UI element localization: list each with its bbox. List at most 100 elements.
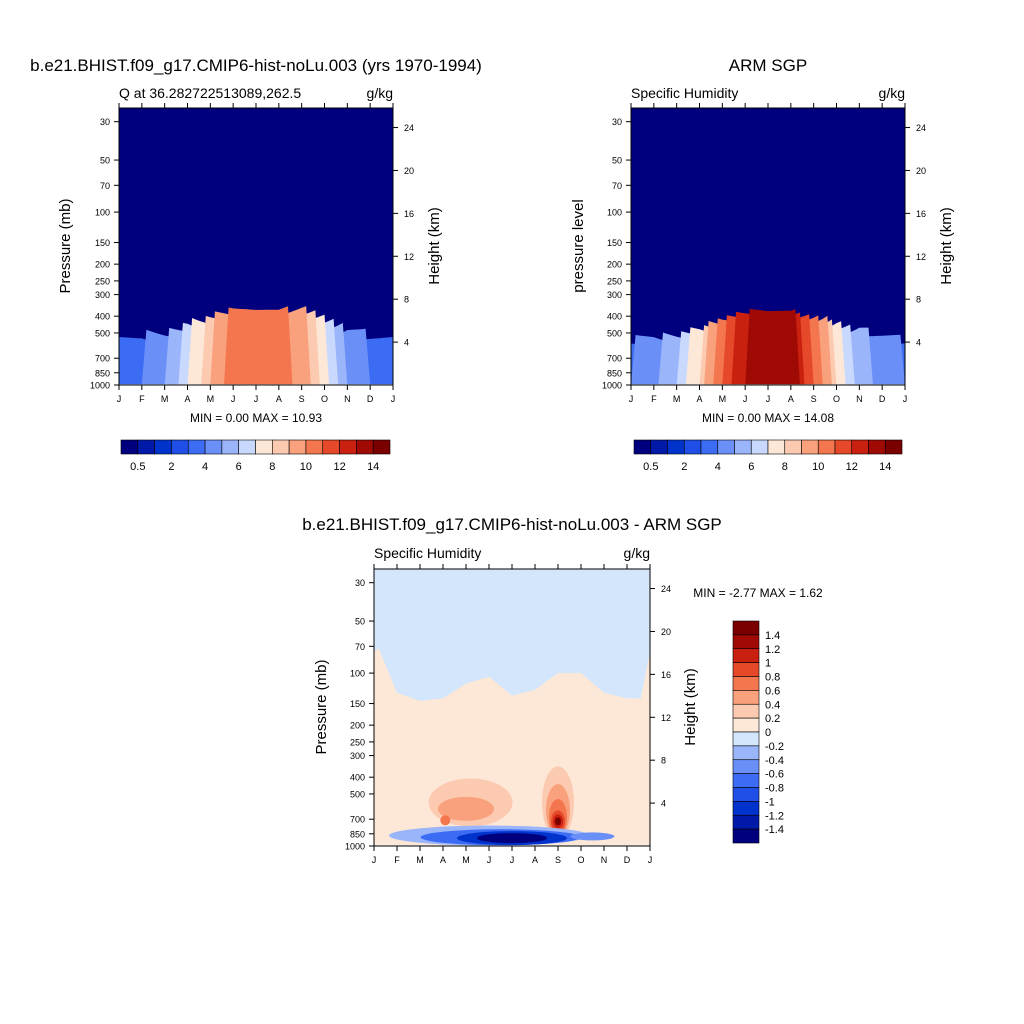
y-tick-label: 250 [350,737,365,747]
x-tick-label: D [624,855,631,865]
x-tick-label: D [879,394,886,404]
negative-anomaly-band [570,832,615,841]
x-tick-label: O [577,855,584,865]
x-tick-label: M [673,394,681,404]
x-tick-label: J [903,394,908,404]
colorbar-swatch [784,439,802,455]
y-tick-label: 50 [100,156,110,166]
panel-left-label: Specific Humidity [374,545,481,561]
colorbar-label: -0.2 [765,741,784,753]
colorbar-swatch [767,439,786,455]
y-tick-label: 200 [350,721,365,731]
colorbar-label: 4 [202,461,208,473]
y2-tick-label: 24 [404,123,414,133]
colorbar-swatch [372,439,391,455]
x-tick-label: J [629,394,634,404]
axes: J F M A M J J A S O N D J 30 50 70 100 150 200 250 300 400 500… [90,103,414,404]
y-tick-label: 150 [95,238,110,248]
colorbar-label: 2 [681,461,687,473]
axes: J F M A M J J A S O N D J 30 50 70 100 150 200 250 300 400 500… [345,564,671,865]
panel-right-label: g/kg [624,545,650,561]
colorbar-swatch [339,439,357,455]
y-tick-label: 400 [607,312,622,322]
colorbar-swatch [732,759,760,774]
y-tick-label: 50 [355,617,365,627]
y2-tick-label: 4 [661,799,666,809]
colorbar-label: -0.6 [765,769,784,781]
colorbar-label: -0.4 [765,755,784,767]
colorbar-swatch [204,439,223,455]
colorbar-label: 0.4 [765,699,780,711]
colorbar-label: 14 [879,461,891,473]
colorbar-swatch [732,731,760,747]
y2-tick-label: 12 [404,252,414,262]
x-tick-label: J [391,394,396,404]
panel-title: b.e21.BHIST.f09_g17.CMIP6-hist-noLu.003 … [30,56,482,75]
y2-tick-label: 20 [916,166,926,176]
colorbar-swatch [868,439,886,455]
positive-anomaly-band [438,796,494,821]
x-tick-label: S [555,855,561,865]
colorbar: 0.5 2 4 6 8 10 12 14 [633,439,903,473]
x-tick-label: J [510,855,515,865]
colorbar-swatch [734,439,752,455]
y-tick-label: 500 [95,328,110,338]
y2-tick-label: 16 [661,670,671,680]
y-tick-label: 30 [612,117,622,127]
x-tick-label: N [601,855,608,865]
y2-tick-label: 20 [404,166,414,176]
x-tick-label: F [651,394,657,404]
panel-obs: ARM SGP Specific Humidity g/kg J F M A M J J A S… [570,56,955,473]
x-tick-label: J [254,394,259,404]
colorbar-swatch [732,662,760,677]
plot-area [631,108,905,385]
x-tick-label: M [416,855,424,865]
y-tick-label: 500 [350,789,365,799]
colorbar-label: 1 [765,658,771,670]
x-tick-label: M [161,394,169,404]
colorbar-swatch [732,828,760,844]
axes: J F M A M J J A S O N D J 30 50 70 100 150 200 250 300 400 500… [602,103,926,404]
colorbar-swatch [288,439,307,455]
colorbar-label: -1.2 [765,810,784,822]
colorbar-label: -1 [765,796,775,808]
colorbar-swatch [221,439,239,455]
colorbar-label: 8 [269,461,275,473]
colorbar-swatch [732,620,760,636]
y-tick-label: 850 [95,368,110,378]
y-tick-label: 700 [95,354,110,364]
colorbar-swatch [255,439,273,455]
x-tick-label: F [394,855,400,865]
x-tick-label: J [117,394,122,404]
y-tick-label: 70 [612,181,622,191]
y2-axis-label: Height (km) [426,207,443,285]
colorbar-swatch [732,690,760,705]
y-tick-label: 100 [350,669,365,679]
colorbar-swatch [683,439,702,455]
panel-right-label: g/kg [879,85,905,101]
y2-tick-label: 8 [916,295,921,305]
x-tick-label: N [856,394,863,404]
y-tick-label: 300 [95,290,110,300]
colorbar-label: 10 [300,461,312,473]
y2-axis-label: Height (km) [682,668,699,746]
y2-tick-label: 4 [404,338,409,348]
y2-tick-label: 20 [661,627,671,637]
y-tick-label: 200 [95,260,110,270]
colorbar-label: 6 [748,461,754,473]
x-tick-label: A [440,855,446,865]
colorbar-label: 12 [333,461,345,473]
colorbar-label: 1.4 [765,630,780,642]
colorbar-swatch [272,439,290,455]
plot-area [374,569,650,846]
x-tick-label: D [367,394,374,404]
colorbar-swatch [187,439,206,455]
colorbar-swatch [851,439,869,455]
stats-text: MIN = -2.77 MAX = 1.62 [693,586,823,600]
colorbar-swatch [650,439,668,455]
contour-band [119,306,393,385]
colorbar-label: 0 [765,727,771,739]
positive-anomaly-band [440,815,451,826]
x-tick-label: M [207,394,215,404]
colorbar-label: -1.4 [765,824,784,836]
